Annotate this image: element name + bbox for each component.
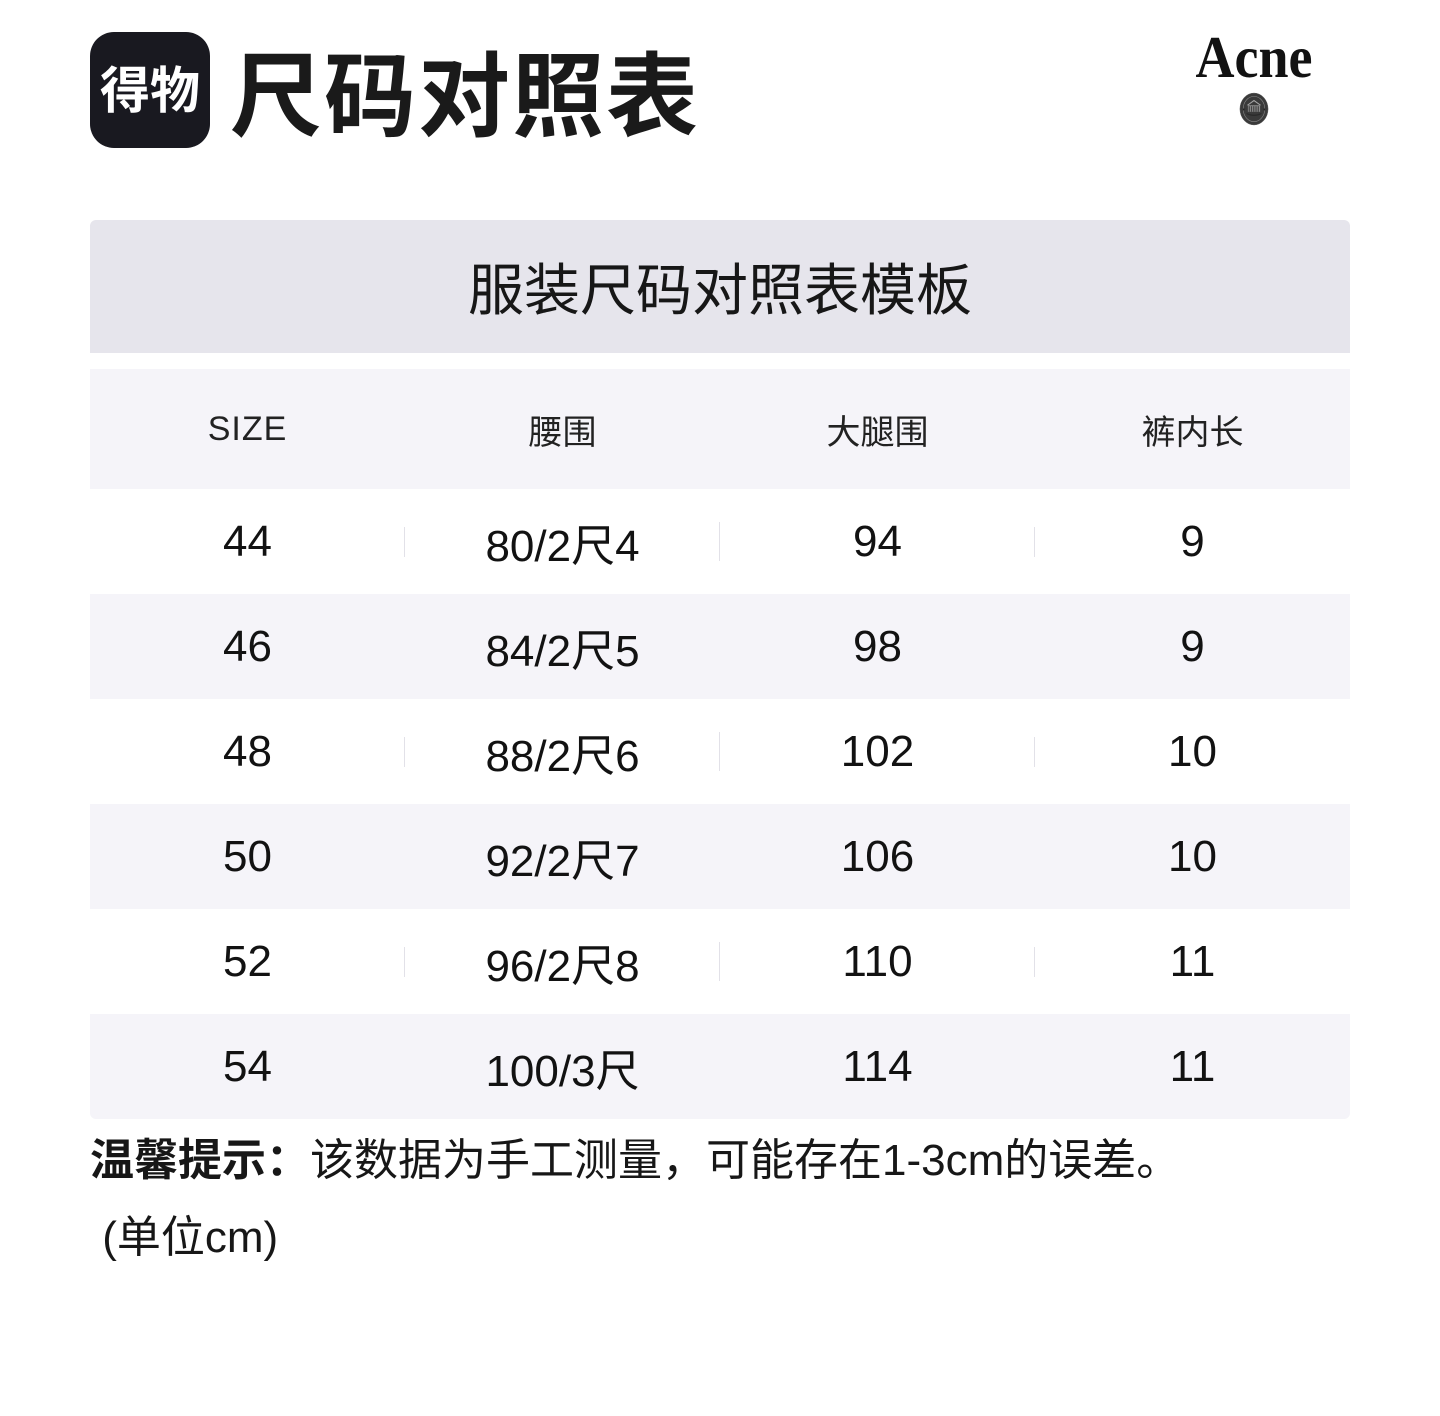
svg-text:得物: 得物 — [100, 63, 200, 119]
